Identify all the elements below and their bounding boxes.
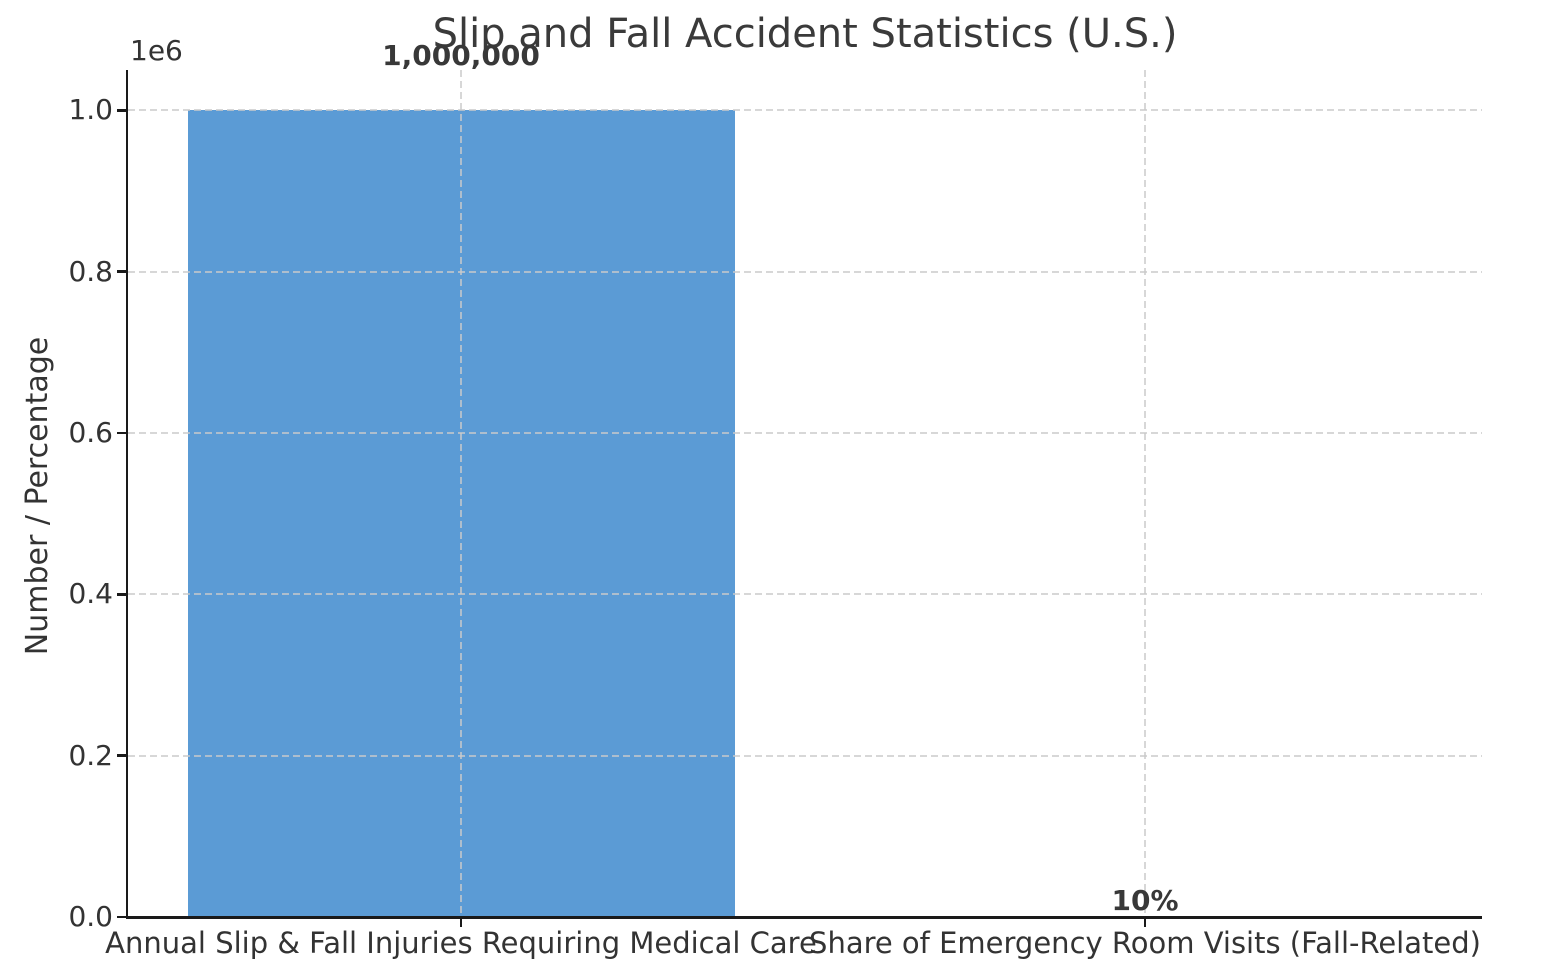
- x-tick-mark: [1143, 917, 1147, 927]
- bar-value-label: 10%: [1111, 884, 1179, 917]
- y-tick-label: 0.2: [68, 738, 113, 772]
- y-tick-mark: [117, 915, 128, 919]
- grid-line-horizontal: [128, 109, 1482, 112]
- y-tick-label: 0.4: [68, 577, 113, 611]
- grid-line-vertical: [460, 70, 462, 917]
- y-tick-mark: [117, 270, 128, 273]
- y-axis-offset-text: 1e6: [130, 34, 183, 67]
- y-tick-mark: [117, 754, 128, 757]
- chart-title: Slip and Fall Accident Statistics (U.S.): [432, 11, 1178, 57]
- y-axis-label: Number / Percentage: [20, 336, 55, 656]
- grid-line-horizontal: [128, 754, 1482, 757]
- x-axis-spine: [125, 916, 1482, 919]
- grid-line-horizontal: [128, 593, 1482, 596]
- x-tick-mark: [459, 917, 463, 927]
- y-tick-label: 1.0: [68, 93, 113, 127]
- y-tick-label: 0.6: [68, 416, 113, 449]
- grid-line-vertical: [1144, 70, 1146, 917]
- y-tick-mark: [117, 593, 128, 596]
- x-tick-label: Share of Emergency Room Visits (Fall-Rel…: [809, 926, 1481, 960]
- y-tick-label: 0.0: [68, 900, 113, 933]
- y-axis-spine: [125, 70, 128, 919]
- y-tick-mark: [117, 109, 128, 112]
- y-tick-label: 0.8: [68, 254, 113, 288]
- bar-value-label: 1,000,000: [382, 39, 540, 73]
- grid-line-horizontal: [128, 270, 1482, 273]
- x-tick-label: Annual Slip & Fall Injuries Requiring Me…: [105, 926, 817, 960]
- grid-line-horizontal: [128, 432, 1482, 434]
- y-tick-mark: [117, 431, 128, 435]
